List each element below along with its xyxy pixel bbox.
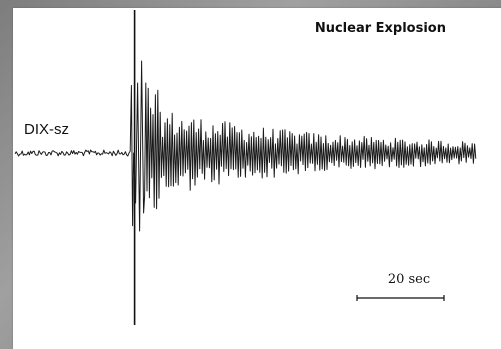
waveform-trace [14,60,477,232]
scale-bar [356,295,445,301]
chart-panel [13,8,501,349]
station-label: DIX-sz [24,121,69,138]
scale-bar-label: 20 sec [388,272,430,287]
chart-title: Nuclear Explosion [315,21,446,36]
